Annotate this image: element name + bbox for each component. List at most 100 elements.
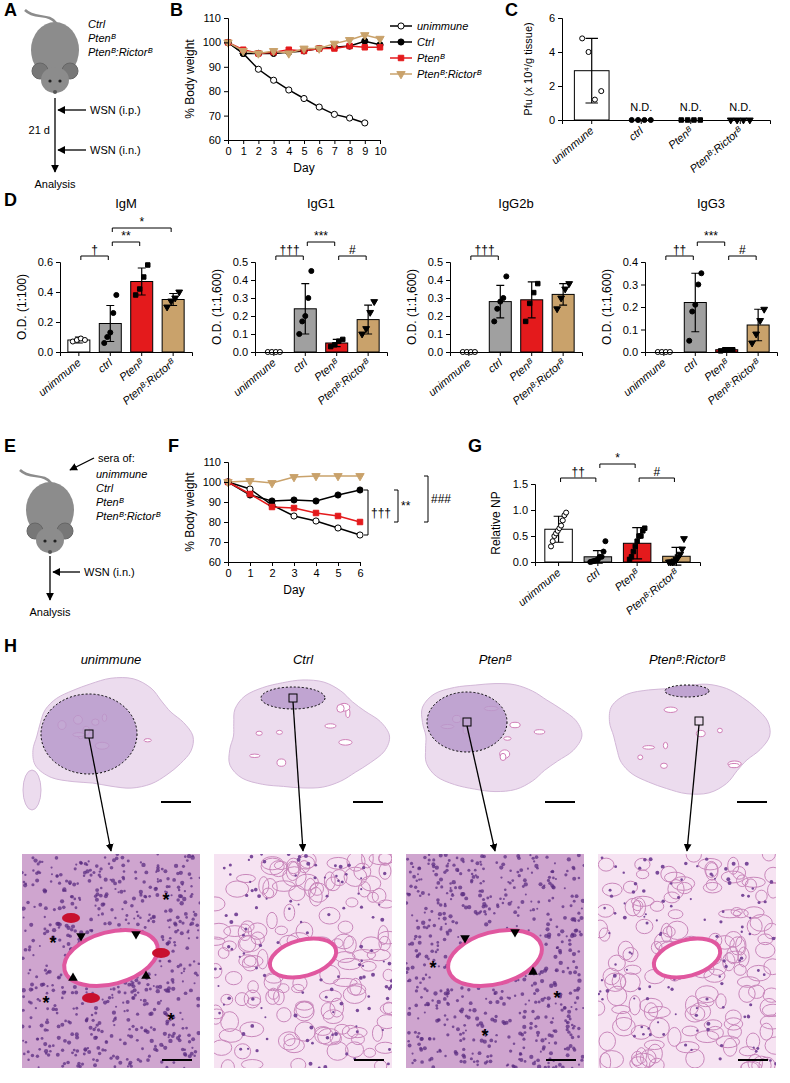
cell-nucleus [96,1023,99,1026]
axis-title: % Body weight [183,39,197,119]
alveolus [267,912,277,928]
series-line [228,482,360,535]
data-point [313,498,319,504]
cell-nucleus [36,1055,39,1058]
cell-nucleus [113,1018,116,1021]
significance-bracket [424,476,428,522]
cell-nucleus [44,889,47,892]
arrow [89,738,111,851]
cell-nucleus [144,896,147,899]
cell-nucleus [218,1012,221,1015]
cell-nucleus [84,862,88,866]
cell-nucleus [115,854,119,856]
y-axis: 60708090100110 [203,456,229,568]
error-bar [528,282,536,318]
cell-nucleus [114,888,116,890]
bar-chart: 0.00.20.40.6unimmunectrlPtenᴮPtenᴮ:Ricto… [4,190,193,407]
data-point [495,306,500,311]
data-point [631,549,635,553]
cell-nucleus [190,885,192,887]
cell-nucleus [168,926,170,928]
cell-nucleus [105,1040,109,1044]
cell-nucleus [181,972,183,974]
tick-label: 2 [549,80,555,92]
alveolus [221,994,233,1004]
cell-nucleus [118,1061,122,1065]
cell-nucleus [358,963,361,966]
tick-label: 10 [374,145,386,157]
cell-nucleus [579,933,583,937]
cell-nucleus [409,871,412,874]
cell-nucleus [157,1001,161,1005]
lung-section [229,680,390,788]
cell-nucleus [117,923,121,927]
cell-nucleus [45,964,48,967]
cell-nucleus [367,995,370,998]
data-point [603,539,608,544]
cell-nucleus [88,879,92,883]
tick: Ptenᴮ:Rictorᴮ [687,120,745,175]
axis-line [256,353,388,357]
data-point [164,305,171,311]
alveolus [331,870,347,886]
bronchiole [58,920,164,995]
cell-nucleus [564,873,567,876]
cell-nucleus [578,1064,580,1066]
lesion-marker: * [167,1010,174,1030]
tick: 0.5 [233,256,255,268]
data-point [679,547,686,553]
cell-nucleus [551,870,554,873]
airway [337,704,344,712]
cell-nucleus [436,949,439,952]
cell-nucleus [390,984,392,988]
cell-nucleus [171,978,175,982]
cell-nucleus [551,870,554,873]
cell-nucleus [239,956,241,958]
cell-nucleus [93,1036,97,1040]
error-bar [301,284,309,334]
alveolus [343,986,366,1004]
alveolus [374,1060,386,1068]
tick-label: 1 [247,567,253,579]
step-label: WSN (i.p.) [90,104,141,116]
tick: Ptenᴮ [612,562,642,593]
cell-nucleus [367,1007,371,1011]
chart-title: IgM [115,196,137,211]
cell-nucleus [380,918,384,922]
data-point [108,330,113,335]
cell-nucleus [446,892,448,894]
tick-mark [141,352,142,356]
cell-nucleus [123,870,126,873]
cell-nucleus [188,937,190,939]
cell-nucleus [67,942,71,946]
series-line [228,482,360,522]
tick: 0.0 [513,556,535,568]
x-axis: unimmunectrlPtenᴮPtenᴮ:Rictorᴮ [621,352,778,407]
tick: 10 [374,140,386,157]
line-chart: 60708090100110012345678910% Body weightD… [170,0,482,175]
cell-nucleus [154,887,158,891]
cell-nucleus [432,858,435,861]
cell-nucleus [99,876,101,878]
panel-letter: G [468,436,482,456]
tick: 90 [209,61,228,73]
tick-mark [224,67,228,68]
cell-nucleus [62,906,66,910]
cell-nucleus [85,869,89,873]
cell-nucleus [74,867,77,870]
tick: 0.2 [38,316,60,328]
cell-nucleus [189,988,193,992]
cell-nucleus [183,1052,187,1056]
cell-nucleus [540,979,544,983]
cell-nucleus [355,1025,357,1027]
cell-nucleus [567,1010,571,1014]
tick: unimmune [516,562,563,608]
cell-nucleus [37,998,40,1001]
cell-nucleus [504,893,508,897]
cell-nucleus [60,1023,64,1027]
cell-nucleus [184,1053,188,1057]
alveolus [338,921,353,933]
cell-nucleus [454,1052,458,1056]
data-point [313,518,319,524]
cell-nucleus [56,1012,59,1015]
